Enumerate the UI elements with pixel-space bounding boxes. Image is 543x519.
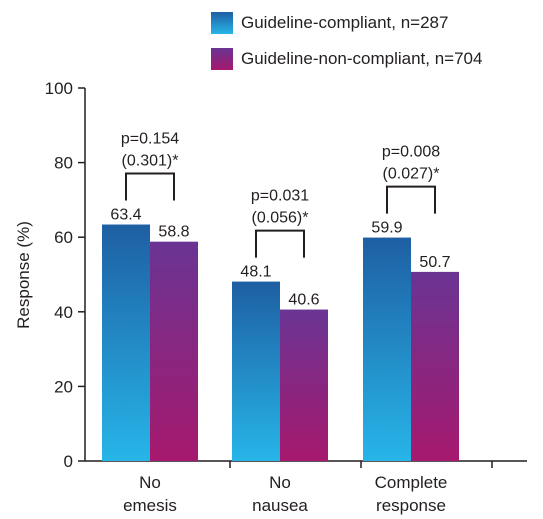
y-tick-label: 80 — [54, 154, 73, 173]
p-value-label: p=0.154 — [121, 131, 179, 148]
x-category-label: No — [139, 473, 161, 492]
bar-non-compliant — [280, 310, 328, 461]
significance-bracket — [256, 231, 304, 258]
x-category-label: Complete — [375, 473, 448, 492]
bar-value-label: 40.6 — [288, 292, 319, 309]
bar-non-compliant — [411, 272, 459, 461]
y-axis-title: Response (%) — [14, 221, 33, 329]
significance-bracket — [126, 174, 174, 201]
adjusted-p-value-label: (0.027)* — [383, 166, 440, 183]
bar-non-compliant — [150, 242, 198, 461]
bar-compliant — [232, 282, 280, 461]
y-tick-label: 20 — [54, 377, 73, 396]
y-tick-label: 60 — [54, 228, 73, 247]
x-tick-labels: No emesis No nausea Complete response — [123, 473, 447, 515]
adjusted-p-value-label: (0.056)* — [252, 210, 309, 227]
x-category-label: response — [376, 496, 446, 515]
p-value-label: p=0.008 — [382, 144, 440, 161]
bar-value-label: 48.1 — [240, 264, 271, 281]
p-value-label: p=0.031 — [251, 188, 309, 205]
y-tick-label: 100 — [45, 79, 73, 98]
adjusted-p-value-label: (0.301)* — [122, 153, 179, 170]
y-tick-label: 0 — [64, 452, 73, 471]
bar-value-label: 58.8 — [158, 224, 189, 241]
bar-compliant — [102, 225, 150, 461]
x-category-label: No — [269, 473, 291, 492]
bars — [102, 225, 459, 461]
x-category-label: emesis — [123, 496, 177, 515]
bar-value-label: 63.4 — [110, 207, 141, 224]
bar-compliant — [363, 238, 411, 461]
bar-value-label: 50.7 — [419, 254, 450, 271]
significance-bracket — [387, 187, 435, 214]
bar-value-label: 59.9 — [371, 220, 402, 237]
x-category-label: nausea — [252, 496, 308, 515]
y-tick-label: 40 — [54, 303, 73, 322]
